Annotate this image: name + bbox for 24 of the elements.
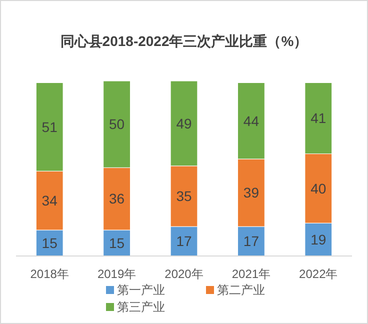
x-tick-label: 2022年: [299, 267, 338, 282]
data-label: 19: [310, 231, 326, 248]
x-tick-label: 2021年: [232, 267, 271, 282]
x-tick-label: 2018年: [30, 267, 69, 282]
data-label: 50: [109, 116, 125, 132]
data-label: 17: [176, 233, 192, 250]
data-label: 39: [243, 184, 260, 201]
data-label: 15: [109, 234, 125, 251]
chart-title: 同心县2018-2022年三次产业比重（%）: [60, 33, 308, 49]
x-tick-label: 2020年: [164, 267, 204, 282]
data-label: 15: [42, 234, 58, 251]
data-label: 35: [176, 188, 192, 204]
data-label: 34: [42, 192, 58, 208]
legend-label: 第二产业: [217, 283, 265, 298]
data-label: 17: [243, 233, 260, 250]
data-label: 36: [109, 190, 125, 207]
data-label: 49: [176, 115, 192, 132]
x-tick-label: 2019年: [97, 267, 136, 282]
data-label: 40: [310, 180, 326, 196]
data-label: 41: [310, 110, 326, 126]
legend-label: 第一产业: [117, 283, 165, 298]
legend-label: 第三产业: [117, 300, 165, 314]
data-label: 44: [243, 112, 260, 129]
data-label: 51: [42, 118, 58, 135]
